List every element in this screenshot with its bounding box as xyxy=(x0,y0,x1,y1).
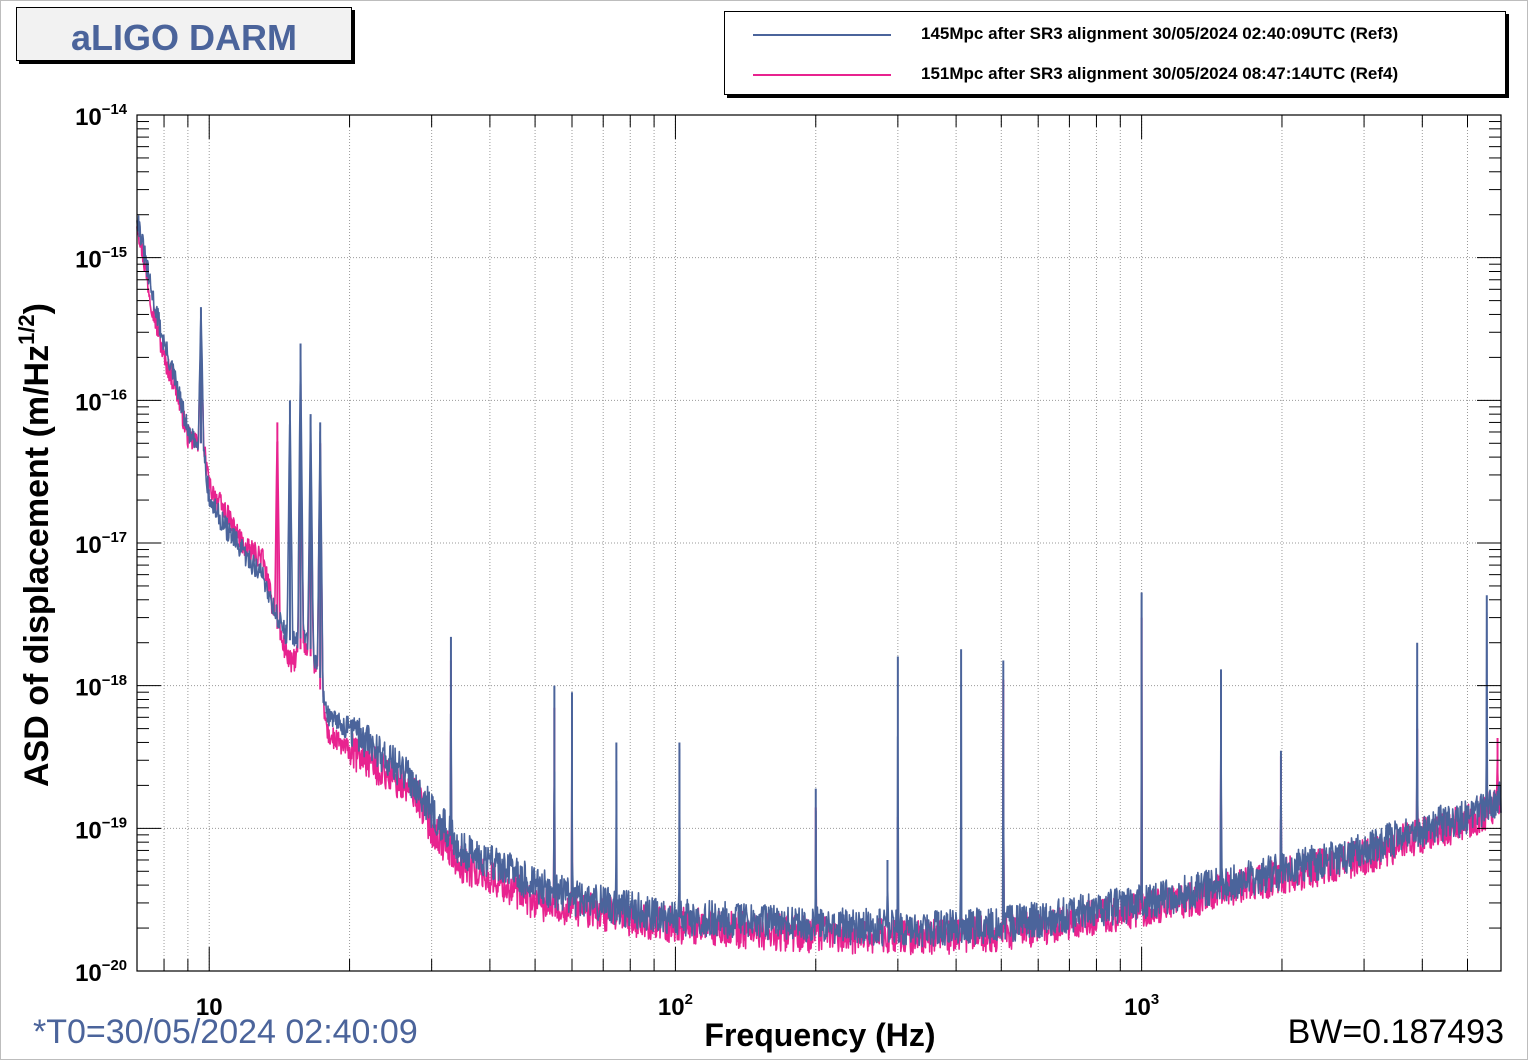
label-layer: 10 102 103 10−14 10−15 10−16 10−17 10−18 10−19 10… xyxy=(14,102,1159,1053)
series-ref3-layer xyxy=(136,215,1502,948)
series-ref4-layer xyxy=(136,226,1502,956)
chart-title: aLIGO DARM xyxy=(70,17,297,58)
bandwidth-label: BW=0.187493 xyxy=(1287,1013,1504,1051)
y-tick-label: 10−16 xyxy=(75,388,127,417)
x-tick-label: 102 xyxy=(658,992,693,1021)
grid-layer xyxy=(136,114,1501,972)
x-tick-label: 103 xyxy=(1124,992,1159,1021)
x-axis-title: Frequency (Hz) xyxy=(704,1017,935,1053)
y-axis-title: ASD of displacement (m/Hz1/2) xyxy=(14,303,56,787)
legend: 145Mpc after SR3 alignment 30/05/2024 02… xyxy=(724,11,1506,95)
y-tick-label: 10−19 xyxy=(75,816,127,845)
y-tick-label: 10−17 xyxy=(75,530,127,559)
legend-label-ref3: 145Mpc after SR3 alignment 30/05/2024 02… xyxy=(921,24,1399,43)
y-tick-label: 10−18 xyxy=(75,673,127,702)
chart-title-box: aLIGO DARM xyxy=(16,7,352,61)
t0-label: *T0=30/05/2024 02:40:09 xyxy=(33,1013,418,1051)
x-tick-label: 10 xyxy=(196,994,223,1021)
legend-line-ref4 xyxy=(753,74,891,76)
series-ref4-line xyxy=(136,226,1502,956)
legend-line-ref3 xyxy=(753,34,891,36)
series-ref3-line xyxy=(136,215,1502,948)
y-tick-label: 10−15 xyxy=(75,245,127,274)
y-tick-label: 10−14 xyxy=(75,102,128,131)
legend-label-ref4: 151Mpc after SR3 alignment 30/05/2024 08… xyxy=(921,64,1399,83)
y-tick-label: 10−20 xyxy=(75,958,127,987)
axis-layer xyxy=(136,114,1502,972)
plot-frame xyxy=(136,114,1502,972)
